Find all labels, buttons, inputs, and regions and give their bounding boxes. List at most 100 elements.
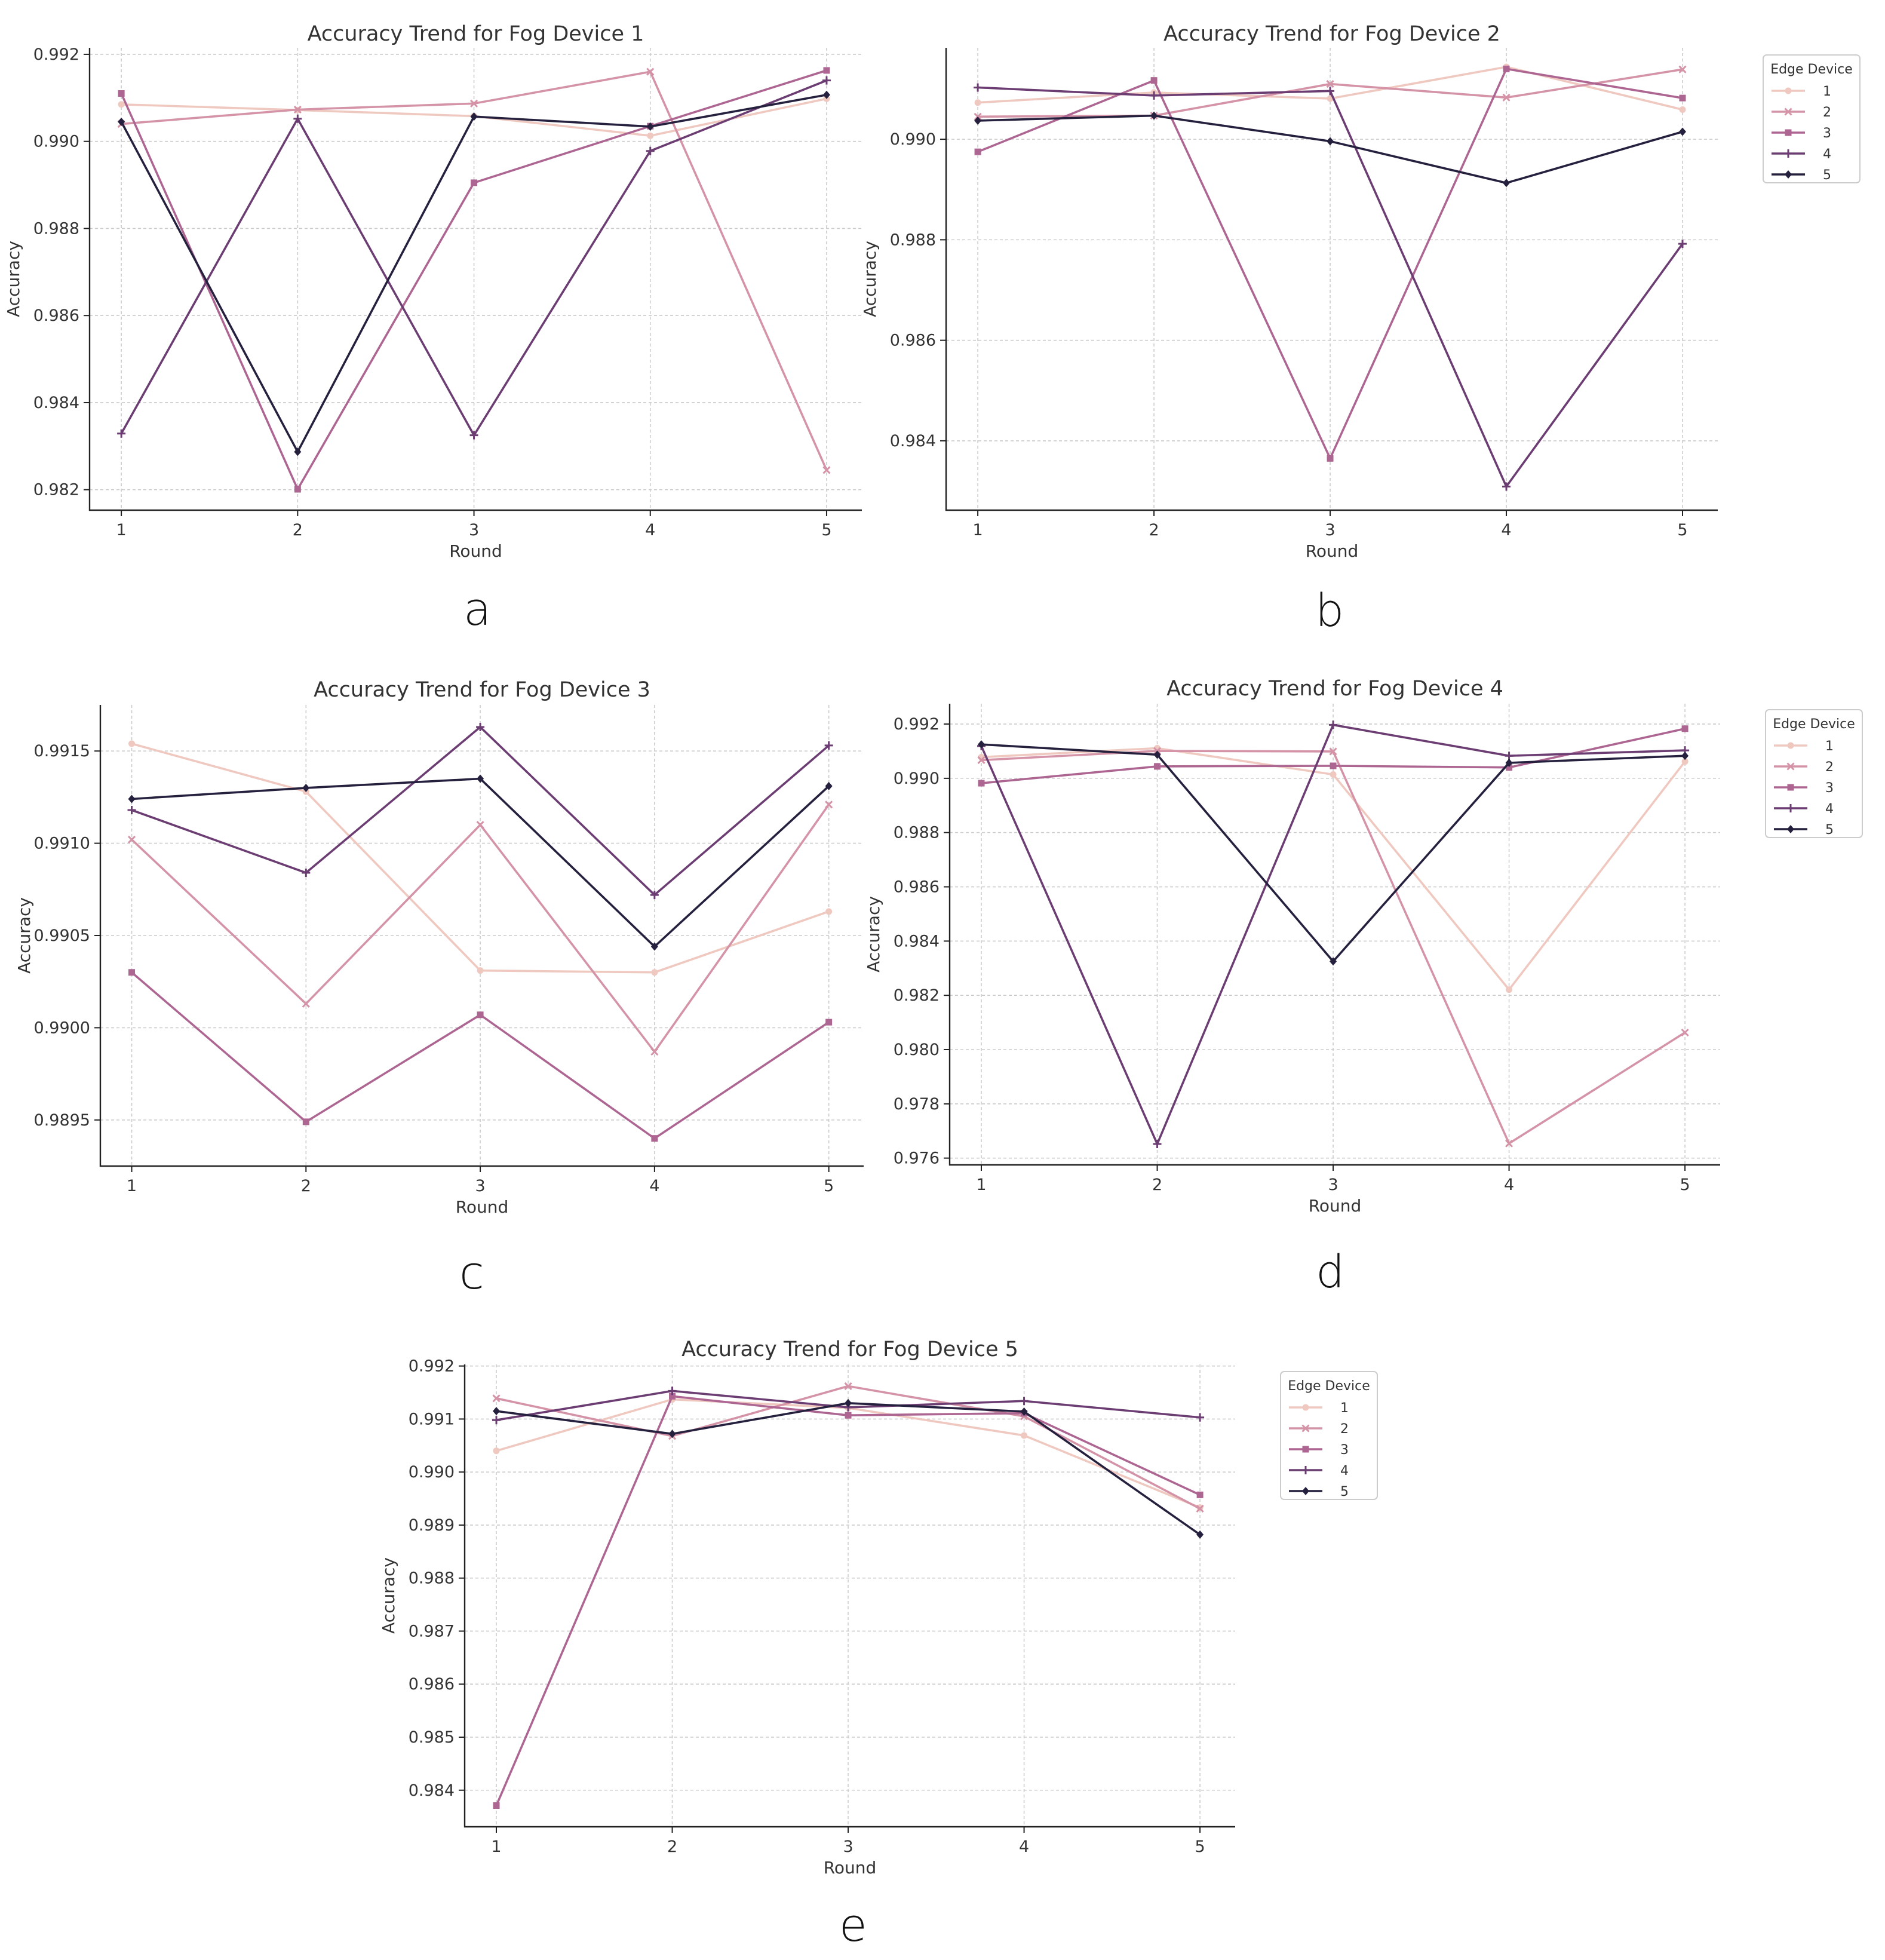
data-point [1506,764,1513,771]
x-tick-label: 3 [475,1177,485,1195]
data-point [476,821,484,829]
legend: Edge Device 1 2 3 4 5 [1765,709,1863,838]
data-point [1196,1530,1204,1539]
data-point [1679,94,1686,102]
x-tick-label: 4 [1504,1176,1514,1194]
x-tick-label: 2 [1149,521,1159,539]
series-5 [128,774,833,951]
legend-marker [1786,762,1795,771]
data-point [1505,1139,1513,1148]
panel-letter-d: d [1316,1245,1345,1298]
data-point [974,116,982,125]
data-point [118,90,125,97]
y-tick-label: 0.984 [890,432,936,450]
data-point [294,447,302,456]
y-tick-label: 0.9895 [34,1111,90,1130]
data-point [1506,986,1513,993]
x-tick-label: 5 [821,521,831,539]
chart-panel-c: 1 2 3 4 5 0.9895 0.9900 0.9905 0.9910 0.9915 Accur… [14,678,864,1217]
y-tick-label: 0.980 [894,1041,940,1059]
x-tick-label: 2 [1152,1176,1162,1194]
data-point [1330,957,1337,966]
data-point [302,869,311,878]
series-2 [127,800,833,1056]
data-point [493,1802,500,1809]
legend-label: 3 [1823,126,1831,141]
x-tick-label: 3 [843,1838,853,1856]
data-point [646,146,655,155]
data-point [1678,240,1687,249]
data-point [845,1412,852,1419]
legend-marker [1787,825,1794,833]
chart-panel-a: 1 2 3 4 5 0.982 0.984 0.986 0.988 0.990 0.992 Accur… [4,22,862,561]
data-point [1196,1504,1204,1513]
legend-label: 5 [1823,168,1831,183]
x-tick-label: 4 [1501,521,1511,539]
data-point [1330,771,1337,778]
legend-label: 1 [1823,84,1831,99]
data-point [1153,1140,1162,1149]
series-line-4 [131,726,830,896]
y-tick-label: 0.990 [894,769,940,788]
y-tick-label: 0.990 [33,133,79,151]
y-axis-label: Accuracy [4,241,23,317]
legend-label: 1 [1825,739,1834,754]
data-point [825,908,833,915]
x-tick-label: 2 [301,1177,311,1195]
data-point [1020,1397,1029,1406]
y-axis-label: Accuracy [860,241,880,317]
data-point [822,76,831,85]
data-point [293,114,302,123]
y-tick-label: 0.982 [894,986,940,1005]
series-5 [118,90,830,456]
chart-panel-d: 1 2 3 4 5 0.976 0.978 0.980 0.982 0.984 0.986 0.988… [864,677,1863,1216]
data-point [845,1398,852,1407]
y-tick-label: 0.978 [894,1095,940,1114]
y-tick-label: 0.986 [894,878,940,897]
legend-marker [1786,804,1795,812]
data-point [844,1382,852,1390]
data-point [1678,65,1687,73]
data-point [1505,758,1513,767]
legend-marker [1785,87,1792,94]
data-point [825,1019,833,1026]
chart-panel-e: 1 2 3 4 5 0.984 0.985 0.986 0.987 0.988 0.989 0.990… [379,1338,1378,1878]
legend: Edge Device 1 2 3 4 5 [1280,1371,1378,1500]
x-tick-label: 5 [1680,1176,1690,1194]
x-tick-label: 1 [976,1176,986,1194]
data-point [1502,93,1511,102]
y-axis-label: Accuracy [14,897,34,974]
data-point [294,486,301,493]
legend-label: 2 [1340,1422,1349,1437]
data-point [493,1447,500,1455]
y-tick-label: 0.976 [894,1149,940,1168]
y-tick-label: 0.984 [894,932,940,950]
data-point [492,1394,501,1403]
y-tick-label: 0.984 [409,1781,455,1800]
data-point [974,99,981,106]
y-tick-label: 0.988 [894,824,940,842]
data-point [1502,482,1511,491]
series-4 [974,83,1687,491]
data-point [127,835,136,843]
data-point [1503,179,1511,188]
data-point [646,68,655,76]
series-3 [974,65,1686,462]
data-point [302,783,310,792]
axes-spines [99,705,864,1167]
y-tick-label: 0.982 [33,481,79,499]
legend-title: Edge Device [1773,717,1855,732]
axes-spines [945,48,1718,511]
x-tick-label: 2 [293,521,303,539]
legend-marker [1785,129,1792,136]
chart-title: Accuracy Trend for Fog Device 2 [1163,22,1500,46]
y-axis-label: Accuracy [864,896,883,973]
legend-label: 2 [1825,760,1834,775]
legend-label: 1 [1340,1401,1349,1416]
y-tick-label: 0.9910 [34,835,90,853]
data-point [1153,750,1161,759]
data-point [1327,455,1334,462]
legend: Edge Device 1 2 3 4 5 [1763,54,1861,183]
data-point [1021,1432,1028,1439]
data-point [477,967,484,974]
